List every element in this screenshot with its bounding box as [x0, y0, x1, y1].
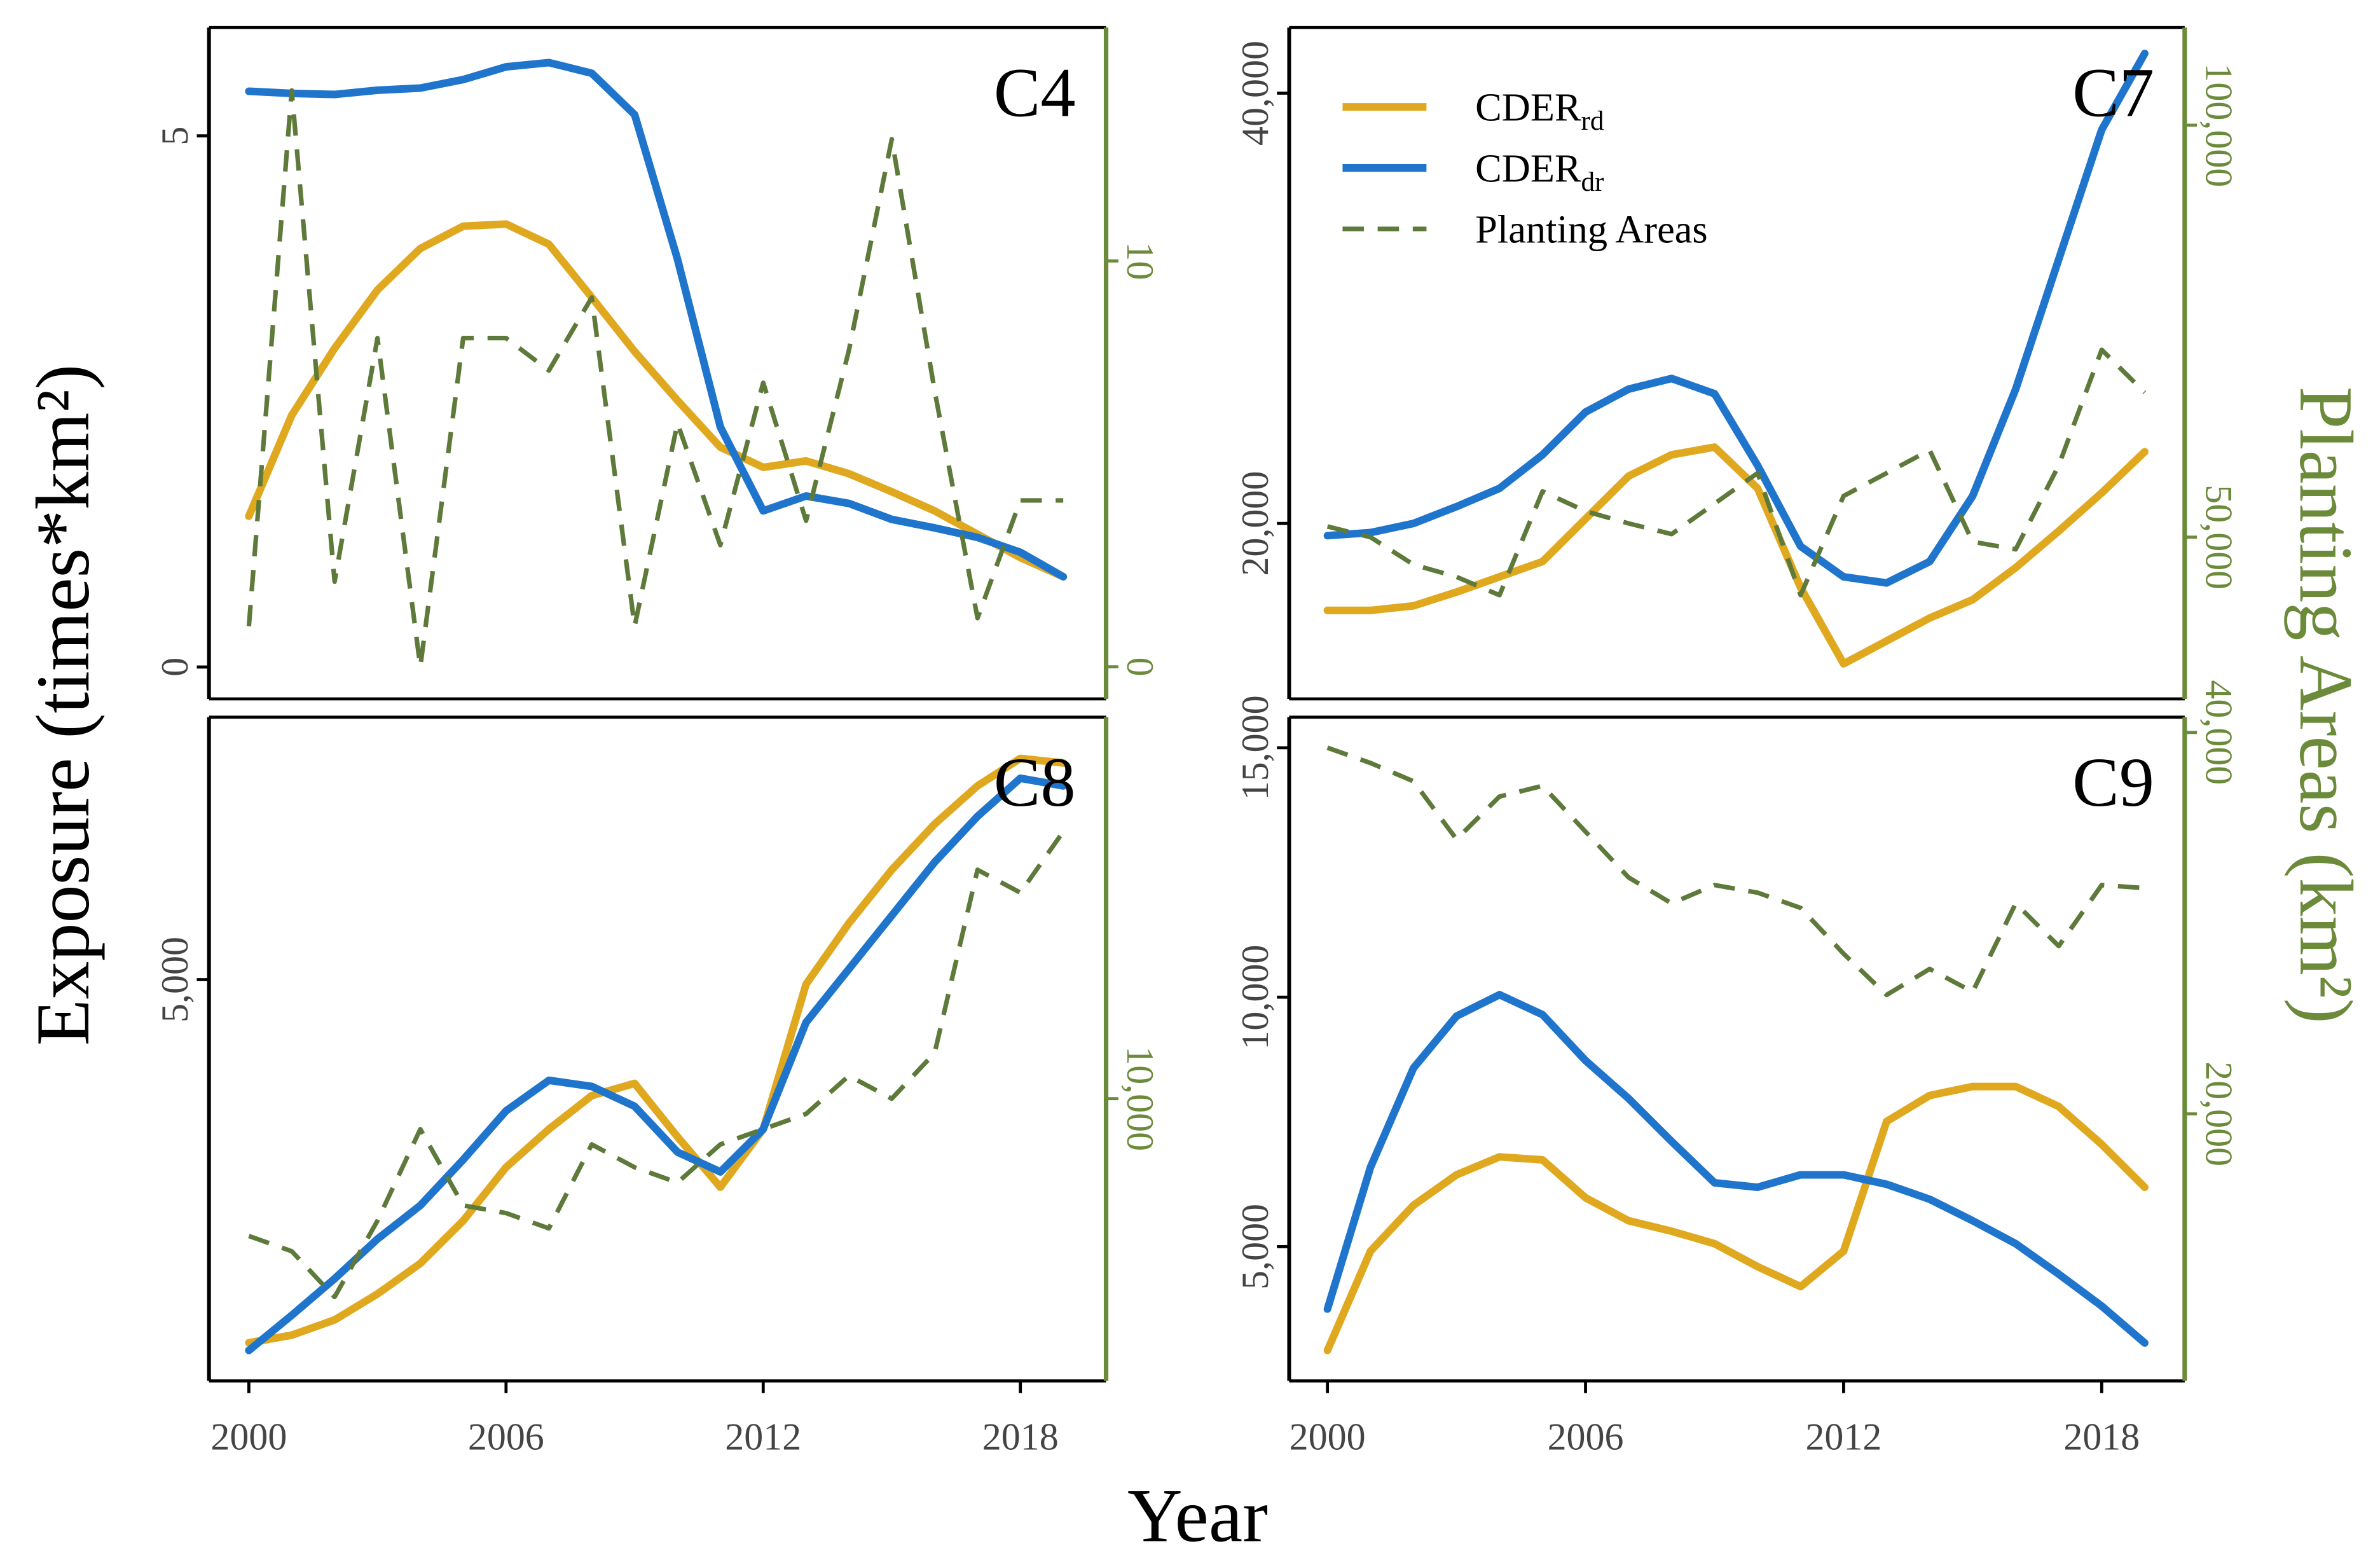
- x-tick-label: 2006: [468, 1416, 544, 1458]
- series-line: [245, 59, 1068, 581]
- x-tick-label: 2006: [1548, 1416, 1624, 1458]
- series-line: [1326, 745, 2145, 998]
- panel-title: C8: [994, 743, 1076, 821]
- series-line: [245, 220, 1068, 581]
- x-tick-label: 2000: [1290, 1416, 1366, 1458]
- panel-title: C9: [2072, 743, 2154, 821]
- legend-label: Planting Areas: [1475, 208, 1708, 252]
- x-tick-label: 2012: [725, 1416, 801, 1458]
- legend-label: CDERrd: [1475, 86, 1604, 136]
- y2-tick-label: 10,000: [1119, 1046, 1161, 1151]
- series-line: [1323, 50, 2149, 587]
- panel-title: C7: [2072, 53, 2154, 131]
- y-tick-label: 5,000: [154, 937, 196, 1023]
- x-tick-label: 2012: [1805, 1416, 1881, 1458]
- y-tick-label: 20,000: [1234, 471, 1276, 576]
- series-line: [1323, 991, 2149, 1347]
- series-line: [1323, 1082, 2149, 1355]
- y-tick-label: 5: [154, 127, 196, 146]
- legend-label: CDERdr: [1475, 147, 1604, 197]
- y2-tick-label: 10: [1119, 242, 1161, 280]
- y2-axis-title: Planting Areas (km²): [2284, 387, 2369, 1024]
- series-line: [245, 754, 1068, 1347]
- y-tick-label: 40,000: [1234, 41, 1276, 146]
- series-line: [248, 830, 1066, 1300]
- y-axis-title: Exposure (times*km²): [20, 364, 105, 1046]
- y-tick-label: 15,000: [1234, 695, 1276, 800]
- x-tick-label: 2018: [982, 1416, 1059, 1458]
- y2-tick-label: 100,000: [2198, 63, 2239, 187]
- x-tick-label: 2018: [2063, 1416, 2140, 1458]
- y2-tick-label: 20,000: [2198, 1061, 2239, 1166]
- series-line: [1323, 443, 2149, 668]
- panel-title: C4: [994, 53, 1076, 131]
- y-tick-label: 10,000: [1234, 945, 1276, 1050]
- y-tick-label: 0: [154, 658, 196, 677]
- series-line: [245, 774, 1068, 1355]
- x-tick-label: 2000: [210, 1416, 287, 1458]
- x-axis-title: Year: [1127, 1473, 1268, 1557]
- y-tick-label: 5,000: [1234, 1204, 1276, 1290]
- y2-tick-label: 0: [1119, 658, 1161, 677]
- series-line: [1326, 347, 2147, 598]
- y2-tick-label: 50,000: [2198, 485, 2239, 589]
- y2-tick-label: 40,000: [2198, 680, 2239, 785]
